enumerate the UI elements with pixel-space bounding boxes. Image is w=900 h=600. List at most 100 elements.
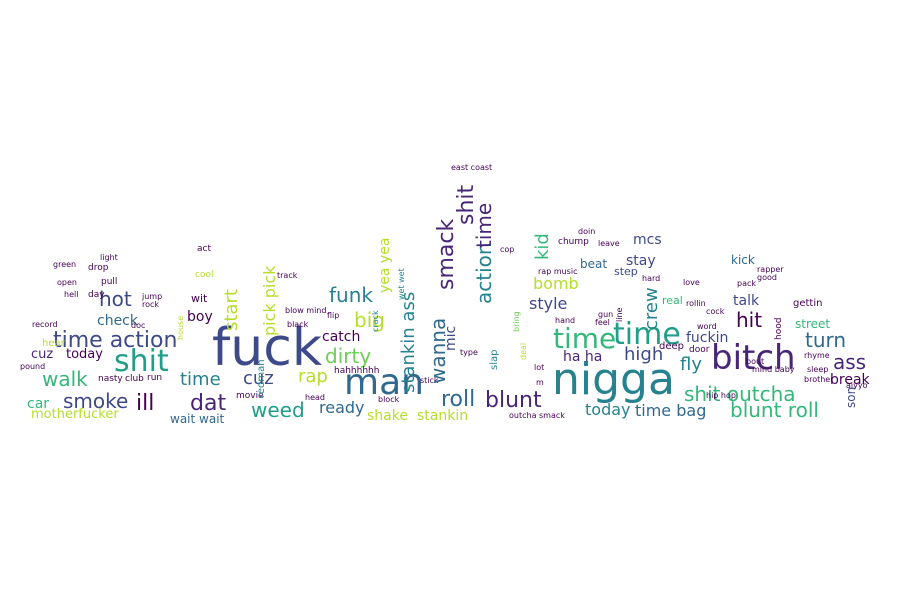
cloud-word: walk [42,367,88,391]
cloud-word: kid [532,233,553,260]
cloud-word: lot [534,363,545,372]
cloud-word: sleep [807,365,829,374]
cloud-word: run [147,373,163,383]
cloud-word: rap [298,366,328,387]
cloud-word: deal [519,342,528,360]
cloud-word: crack [371,310,380,332]
cloud-word: wet wet [397,268,406,300]
cloud-word: gettin [793,298,823,309]
cloud-word: rock [142,300,160,309]
cloud-word: time [472,202,496,248]
cloud-word: time action [53,328,178,353]
cloud-word: ha ha [563,349,603,365]
cloud-word: kick [731,253,755,267]
cloud-word: weed [251,398,305,422]
cloud-word: redman [256,359,267,398]
cloud-word: aiyyo [846,381,868,390]
cloud-word: hahhhhhh [334,366,380,376]
cloud-word: time [613,317,681,352]
cloud-word: pound [20,362,46,371]
cloud-word: talk [733,293,760,309]
cloud-word: m [536,378,544,387]
cloud-word: rapper [757,265,784,274]
cloud-word: real [662,294,683,307]
cloud-word: boy [187,309,213,325]
cloud-word: turn [805,328,847,352]
cloud-word: beat [580,257,608,271]
cloud-word: ready [319,398,365,417]
cloud-word: house [176,315,185,340]
cloud-word: club [125,374,144,384]
cloud-word: jump [142,292,163,301]
cloud-word: word [697,322,717,331]
cloud-word: act [197,244,211,254]
cloud-word: doc [131,321,146,330]
cloud-word: blunt [485,388,542,413]
cloud-word: ass [833,350,867,374]
cloud-word: hip hop [706,391,736,400]
cloud-word: hot [99,287,132,311]
cloud-word: good [757,273,777,282]
cloud-word: wait wait [170,412,225,426]
cloud-word: mind baby [752,365,795,374]
cloud-word: cuz [31,347,54,362]
cloud-word: nasty [98,374,123,384]
cloud-word: doin [578,227,596,236]
cloud-word: record [32,320,58,329]
cloud-word: day [88,290,105,300]
cloud-word: cool [195,270,214,280]
cloud-word: stay [626,253,656,269]
cloud-word: green [53,260,77,269]
cloud-word: roll [441,387,476,412]
cloud-word: slap [489,349,500,370]
cloud-word: time [180,369,221,390]
cloud-word: today [585,400,631,419]
cloud-word: fly [680,354,702,375]
cloud-word: smack [434,218,459,290]
cloud-word: feel [595,318,610,327]
cloud-word: action [472,242,496,304]
cloud-word: dirty [325,344,372,368]
cloud-word: start [221,289,242,331]
cloud-word: brother [804,375,834,384]
cloud-word: mcs [633,232,662,248]
cloud-word: hand [555,316,576,325]
cloud-word: pull [101,277,118,287]
cloud-word: open [57,278,77,287]
cloud-word: high [624,344,664,365]
cloud-word: crew [641,287,662,330]
cloud-word: funk [329,283,373,307]
cloud-word: chump [558,237,589,247]
cloud-word: street [795,317,831,331]
cloud-word: drop [88,263,109,273]
cloud-word: wit [191,292,208,305]
cloud-word: love [683,278,700,287]
cloud-word: door [689,345,710,355]
cloud-word: type [460,348,478,357]
cloud-word: smoke [63,389,129,413]
cloud-word: cuz [243,368,274,389]
cloud-word: rollin [686,299,706,308]
cloud-word: shake [367,408,408,424]
cloud-word: pick pick [260,265,279,336]
cloud-word: cock [706,307,725,316]
cloud-word: nigga [552,354,675,405]
cloud-word: black [287,320,309,329]
cloud-word: rhyme [804,351,830,360]
cloud-word: big [354,308,385,332]
cloud-word: check [97,313,138,329]
cloud-word: catch [322,329,361,345]
cloud-word: bring [512,311,521,332]
cloud-word: movie [236,391,264,401]
cloud-word: motherfucker [31,407,119,422]
cloud-word: hood [774,317,784,340]
cloud-word: fuckin [686,330,729,346]
cloud-word: stankin ass [398,291,419,393]
cloud-word: car [27,396,50,412]
cloud-word: east coast [451,163,493,172]
cloud-word: rap music [538,267,578,276]
cloud-word: light [100,253,118,262]
cloud-word: time [553,322,617,355]
cloud-word: shit outcha [684,382,796,406]
